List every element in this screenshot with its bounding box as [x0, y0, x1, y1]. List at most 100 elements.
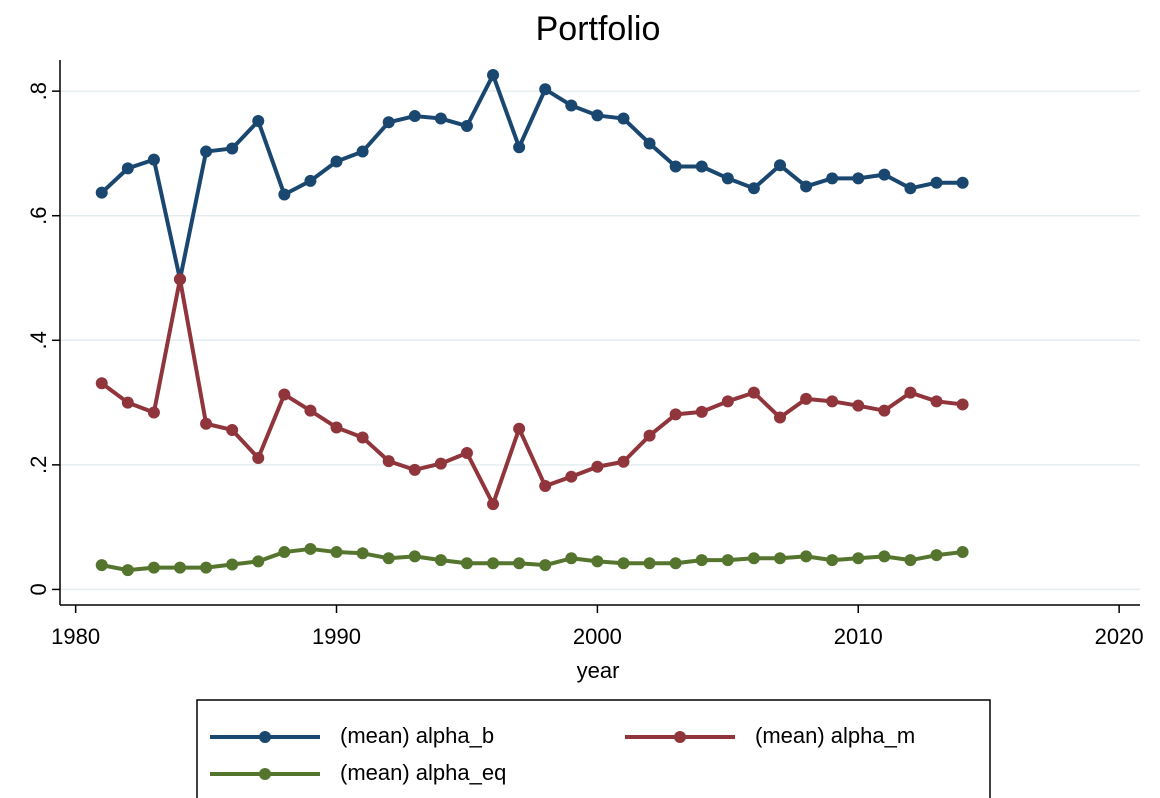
data-point — [434, 112, 447, 125]
data-point — [800, 180, 813, 193]
data-point — [826, 554, 839, 567]
data-point — [513, 422, 526, 435]
data-point — [330, 421, 343, 434]
data-point — [565, 552, 578, 565]
data-point — [304, 404, 317, 417]
data-point — [200, 145, 213, 158]
data-point — [95, 186, 108, 199]
legend-marker — [259, 768, 271, 780]
data-point — [539, 559, 552, 572]
legend-label: (mean) alpha_b — [340, 723, 494, 748]
data-point — [460, 120, 473, 133]
chart-title: Portfolio — [536, 10, 661, 48]
data-point — [356, 145, 369, 158]
legend-label: (mean) alpha_eq — [340, 760, 506, 785]
data-point — [330, 546, 343, 559]
data-point — [747, 386, 760, 399]
data-point — [408, 550, 421, 563]
data-point — [460, 557, 473, 570]
data-point — [800, 550, 813, 563]
data-point — [356, 547, 369, 560]
data-point — [852, 399, 865, 412]
data-point — [121, 396, 134, 409]
data-point — [695, 554, 708, 567]
data-point — [200, 417, 213, 430]
data-point — [930, 549, 943, 562]
data-point — [539, 83, 552, 96]
data-point — [826, 172, 839, 185]
data-point — [147, 406, 160, 419]
data-point — [226, 142, 239, 155]
data-point — [904, 182, 917, 195]
data-point — [774, 159, 786, 172]
data-point — [304, 542, 317, 555]
y-tick-label: .2 — [26, 456, 51, 474]
data-point — [565, 470, 578, 483]
y-tick-label: .8 — [26, 82, 51, 100]
y-tick-label: 0 — [26, 583, 51, 595]
data-point — [147, 153, 160, 166]
data-point — [669, 160, 682, 173]
data-point — [591, 109, 604, 122]
legend-marker — [259, 731, 271, 743]
data-point — [774, 552, 786, 565]
data-point — [617, 455, 630, 468]
data-point — [252, 452, 265, 465]
x-tick-label: 1990 — [312, 624, 361, 649]
data-point — [956, 546, 969, 559]
data-point — [774, 411, 786, 424]
data-point — [487, 68, 500, 81]
data-point — [643, 429, 656, 442]
data-point — [513, 557, 526, 570]
data-point — [278, 388, 291, 401]
data-point — [539, 480, 552, 493]
data-point — [147, 561, 160, 574]
data-point — [852, 172, 865, 185]
data-point — [226, 423, 239, 436]
data-point — [617, 557, 630, 570]
data-point — [721, 554, 734, 567]
data-point — [643, 557, 656, 570]
legend-label: (mean) alpha_m — [755, 723, 915, 748]
x-tick-label: 2020 — [1095, 624, 1144, 649]
data-point — [252, 115, 265, 128]
data-point — [513, 141, 526, 154]
data-point — [174, 273, 186, 286]
data-point — [304, 174, 317, 187]
y-tick-label: .6 — [26, 207, 51, 225]
data-point — [278, 188, 291, 201]
data-point — [852, 552, 865, 565]
data-point — [565, 99, 578, 112]
data-point — [408, 463, 421, 476]
data-point — [487, 557, 500, 570]
data-point — [382, 455, 395, 468]
data-point — [434, 457, 447, 470]
data-point — [956, 398, 969, 411]
data-point — [643, 137, 656, 150]
data-point — [95, 377, 108, 390]
data-point — [747, 552, 760, 565]
data-point — [278, 546, 291, 559]
data-point — [956, 176, 969, 189]
data-point — [356, 431, 369, 444]
data-point — [174, 561, 186, 574]
data-point — [800, 392, 813, 405]
legend-box — [196, 699, 991, 798]
series-line — [100, 277, 963, 507]
data-point — [904, 554, 917, 567]
data-point — [878, 168, 891, 181]
data-point — [591, 460, 604, 473]
x-tick-label: 2010 — [834, 624, 883, 649]
data-point — [382, 552, 395, 565]
x-tick-label: 2000 — [573, 624, 622, 649]
data-point — [826, 395, 839, 408]
data-point — [330, 155, 343, 168]
data-point — [591, 555, 604, 568]
x-tick-label: 1980 — [51, 624, 100, 649]
data-point — [904, 386, 917, 399]
data-point — [930, 176, 943, 189]
data-point — [695, 405, 708, 418]
data-point — [721, 395, 734, 408]
